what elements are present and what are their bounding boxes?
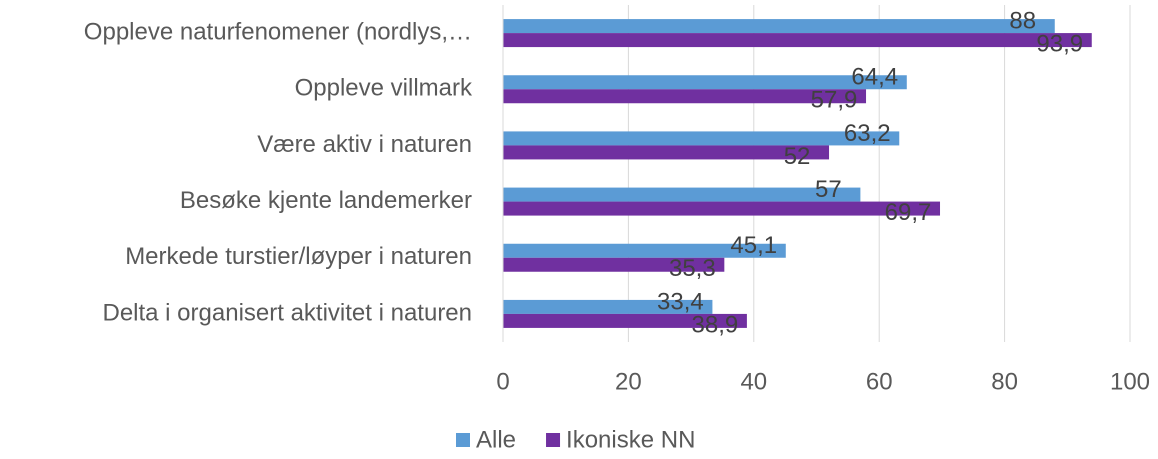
y-tick-label: Delta i organisert aktivitet i naturen xyxy=(102,299,472,326)
bar xyxy=(503,19,1055,34)
data-label: 63,2 xyxy=(844,120,891,147)
bar xyxy=(503,257,725,272)
x-tick-label: 100 xyxy=(1110,368,1150,395)
legend-swatch xyxy=(456,433,470,447)
data-label: 93,9 xyxy=(1036,30,1083,57)
x-tick-label: 80 xyxy=(991,368,1018,395)
y-tick-label: Være aktiv i naturen xyxy=(257,131,472,158)
data-label: 45,1 xyxy=(730,232,777,259)
data-label: 35,3 xyxy=(669,255,716,282)
bar xyxy=(503,145,830,160)
x-tick-label: 0 xyxy=(496,368,509,395)
y-tick-label: Oppleve villmark xyxy=(295,75,473,102)
x-tick-label: 20 xyxy=(615,368,642,395)
bar xyxy=(503,299,713,314)
bar xyxy=(503,131,900,146)
data-label: 57 xyxy=(815,176,842,203)
data-label: 88 xyxy=(1009,7,1036,34)
legend-label: Ikoniske NN xyxy=(566,426,695,453)
x-tick-label: 60 xyxy=(866,368,893,395)
legend-label: Alle xyxy=(476,426,516,453)
data-label: 33,4 xyxy=(657,288,704,315)
bar xyxy=(503,89,867,104)
x-tick-label: 40 xyxy=(740,368,767,395)
bar xyxy=(503,75,907,90)
data-label: 57,9 xyxy=(811,87,858,114)
data-label: 52 xyxy=(784,143,811,170)
bar xyxy=(503,201,941,216)
y-tick-label: Besøke kjente landemerker xyxy=(180,187,472,214)
bar xyxy=(503,243,786,258)
legend-swatch xyxy=(546,433,561,447)
y-tick-label: Oppleve naturfenomener (nordlys,… xyxy=(84,18,472,45)
data-label: 64,4 xyxy=(851,64,898,91)
bar xyxy=(503,33,1092,48)
y-tick-label: Merkede turstier/løyper i naturen xyxy=(125,243,472,270)
data-label: 69,7 xyxy=(885,199,932,226)
bar xyxy=(503,313,747,328)
data-label: 38,9 xyxy=(692,311,739,338)
bar xyxy=(503,187,861,202)
